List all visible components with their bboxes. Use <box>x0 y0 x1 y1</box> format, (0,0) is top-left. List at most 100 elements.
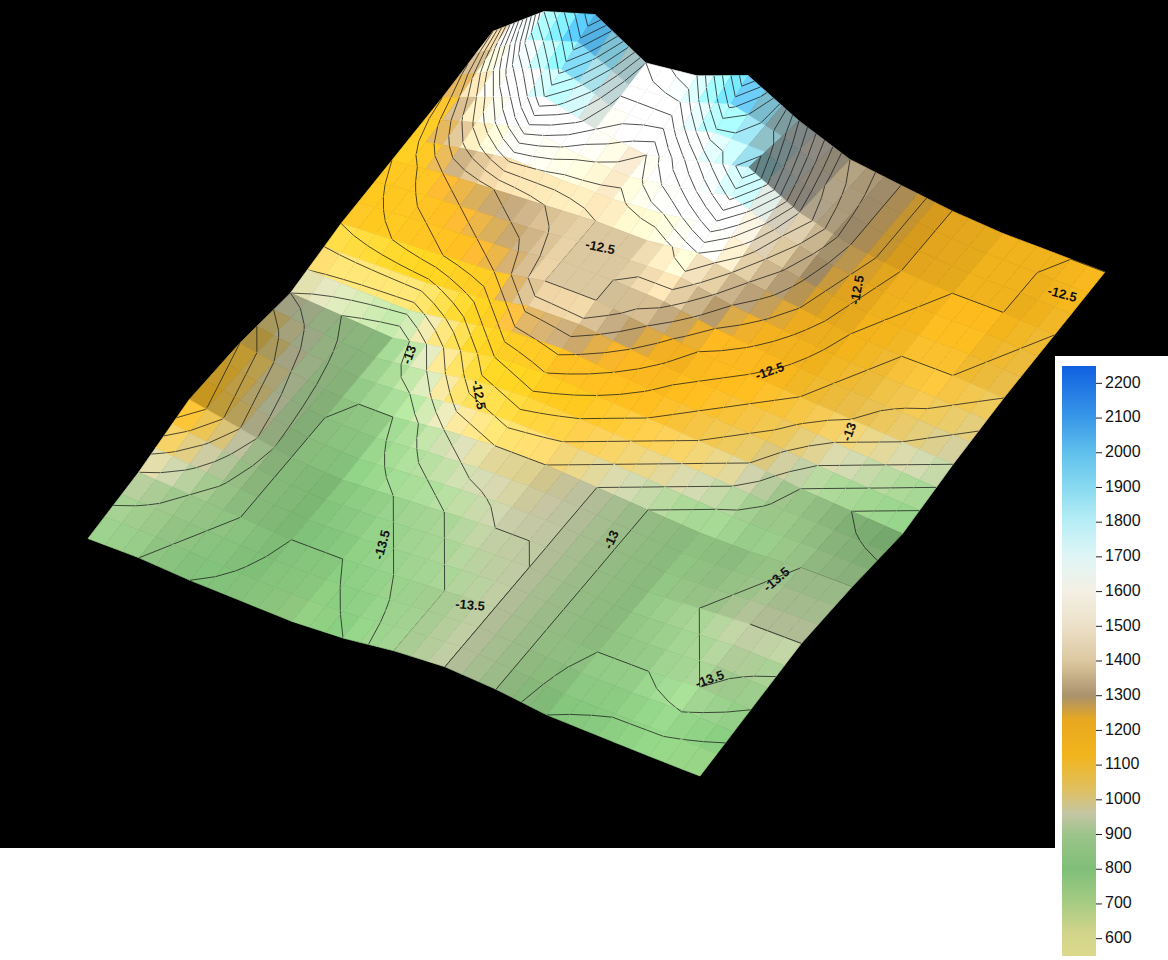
contour-line <box>891 487 914 488</box>
contour-line <box>639 364 661 369</box>
contour-line <box>665 464 688 487</box>
contour-line <box>851 258 876 275</box>
contour-line <box>620 487 643 488</box>
contour-line <box>426 223 435 239</box>
contour-line <box>585 129 608 144</box>
contour-line <box>608 441 631 442</box>
contour-line <box>698 407 723 411</box>
contour-line <box>897 510 920 511</box>
contour-line <box>631 510 648 530</box>
contour-line <box>727 463 750 464</box>
colorbar-tick-label: 1800 <box>1105 512 1141 529</box>
contour-line <box>316 363 328 385</box>
contour-line <box>803 420 828 423</box>
contour-line <box>850 225 867 245</box>
contour-line <box>380 611 385 622</box>
contour-line <box>673 411 699 415</box>
contour-line <box>632 665 649 672</box>
contour-line <box>647 730 664 736</box>
contour-line <box>846 488 869 489</box>
contour-line <box>852 511 856 532</box>
contour-line <box>526 433 544 438</box>
contour-line <box>461 463 470 479</box>
contour-line <box>529 547 546 567</box>
contour-line <box>732 282 760 305</box>
colorbar-tick <box>1096 591 1102 592</box>
contour-line <box>559 416 579 419</box>
contour-line <box>636 463 659 464</box>
colorbar-tick-label: 1400 <box>1105 651 1141 668</box>
contour-line <box>852 206 859 217</box>
contour-line <box>655 283 672 289</box>
contour-line <box>881 409 894 411</box>
colorbar-tick <box>1096 938 1102 939</box>
contour-line <box>775 397 800 401</box>
contour-line <box>687 687 703 712</box>
contour-line <box>354 235 368 245</box>
contour-line <box>570 714 592 716</box>
contour-line <box>215 571 235 577</box>
contour-line <box>863 464 886 465</box>
contour-label: -13 <box>839 420 860 443</box>
contour-line <box>393 549 394 575</box>
contour-line <box>443 173 452 189</box>
contour-line <box>936 369 953 375</box>
contour-line <box>860 541 865 548</box>
contour-line <box>585 441 608 442</box>
contour-line <box>597 372 620 395</box>
contour-line <box>274 458 291 478</box>
contour-line <box>605 349 631 353</box>
contour-line <box>470 479 482 491</box>
contour-line <box>540 233 548 256</box>
contour-line <box>385 467 387 478</box>
contour-line <box>648 487 671 510</box>
contour-line <box>729 677 742 679</box>
contour-line <box>953 431 978 435</box>
colorbar-tick-label: 1900 <box>1105 478 1141 495</box>
colorbar-panel <box>1055 356 1168 960</box>
contour-line <box>724 433 750 437</box>
contour-line <box>513 649 530 669</box>
contour-line <box>563 419 586 442</box>
contour-line <box>462 627 479 647</box>
contour-line <box>699 437 724 441</box>
contour-line <box>715 237 744 263</box>
contour-line <box>874 510 897 511</box>
contour-line <box>491 507 495 528</box>
contour-line <box>328 352 333 363</box>
contour-line <box>726 710 750 712</box>
contour-line <box>825 207 837 229</box>
contour-line <box>631 418 654 441</box>
contour-label: -12.5 <box>584 237 616 258</box>
contour-line <box>326 553 343 559</box>
colorbar-tick <box>1096 799 1102 800</box>
contour-line <box>646 63 653 81</box>
contour-line <box>828 419 851 420</box>
contour-line <box>638 103 655 110</box>
contour-line <box>867 205 884 225</box>
contour-line <box>722 348 747 351</box>
colorbar-tick <box>1096 383 1102 384</box>
contour-line <box>597 550 614 570</box>
contour-line <box>520 409 539 413</box>
contour-line <box>868 465 891 488</box>
contour-line <box>444 512 445 538</box>
contour-line <box>885 442 908 465</box>
contour-line <box>978 398 1004 402</box>
surface <box>88 12 1105 777</box>
contour-line <box>613 349 638 372</box>
contour-line <box>630 724 647 730</box>
contour-line <box>512 534 529 540</box>
contour-line <box>736 115 761 133</box>
contour-line <box>545 205 549 226</box>
contour-label: -13.5 <box>455 596 486 614</box>
contour-line <box>445 647 462 667</box>
contour-line <box>595 124 622 130</box>
contour-line <box>698 378 723 382</box>
contour-line <box>625 418 648 419</box>
chart: -12.5-12.5-12.5-12.5-12.5-13-13-13-13.5-… <box>0 0 1168 960</box>
contour-line <box>919 363 936 369</box>
contour-line <box>749 430 774 434</box>
contour-line <box>215 454 231 461</box>
contour-line <box>647 306 673 326</box>
